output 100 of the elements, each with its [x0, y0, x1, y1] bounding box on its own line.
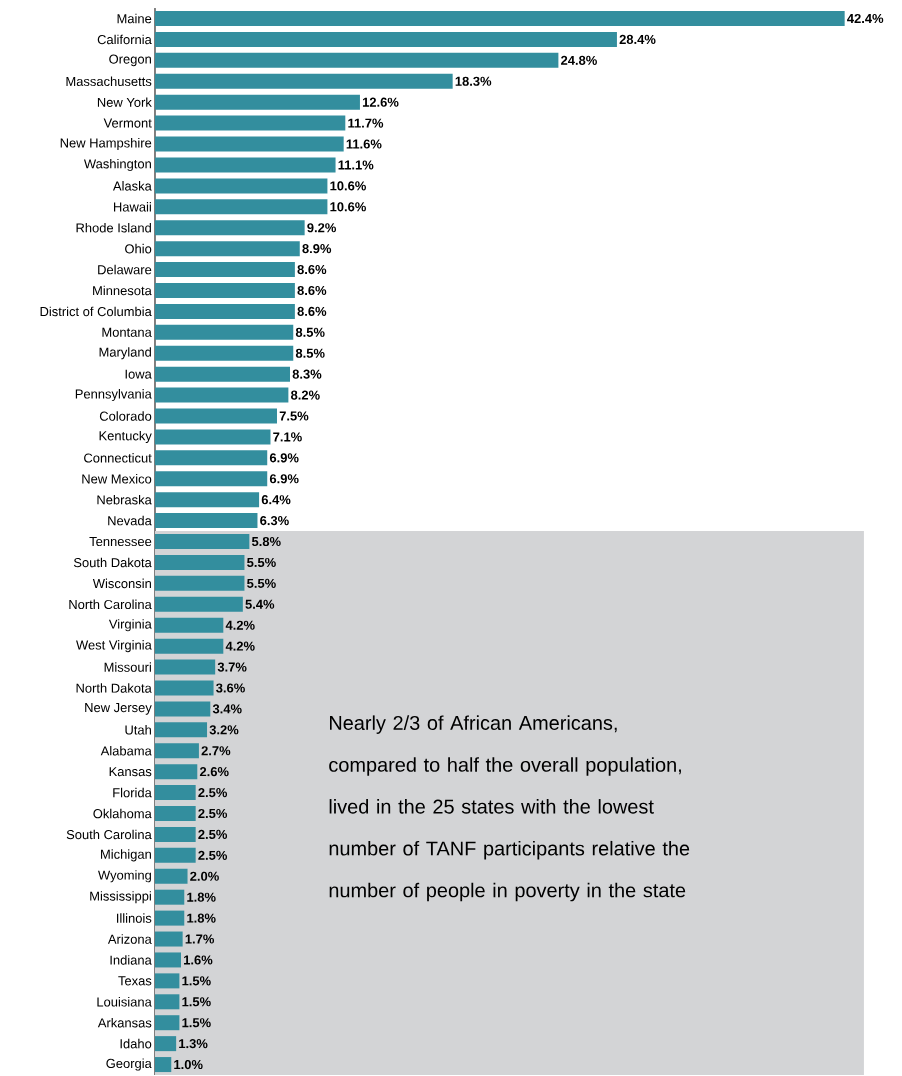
bar — [155, 471, 268, 487]
data-label: 2.5% — [198, 808, 228, 819]
bar — [155, 617, 224, 633]
bar — [155, 826, 196, 842]
data-label: 11.7% — [348, 118, 384, 128]
data-label: 24.8% — [561, 55, 597, 65]
y-tick-label: Nevada — [108, 515, 152, 526]
y-tick-label: Alabama — [100, 745, 152, 756]
bar — [155, 722, 208, 738]
bar — [155, 910, 185, 926]
bar — [155, 492, 260, 508]
data-label: 7.5% — [279, 411, 309, 421]
bar — [155, 994, 180, 1010]
data-label: 6.4% — [261, 495, 291, 505]
bar — [155, 889, 185, 905]
y-tick-label: Delaware — [98, 264, 152, 275]
y-tick-label: Wisconsin — [92, 578, 151, 589]
bar — [155, 303, 295, 319]
y-tick-label: South Carolina — [66, 829, 152, 840]
bar — [155, 408, 277, 424]
y-tick-label: District of Columbia — [40, 306, 152, 317]
data-label: 2.5% — [198, 829, 228, 840]
bar — [155, 534, 250, 550]
y-tick-label: Maine — [117, 13, 152, 24]
data-label: 5.4% — [245, 599, 275, 609]
y-tick-label: New York — [97, 97, 152, 107]
bar — [155, 115, 346, 131]
y-tick-label: Ohio — [125, 243, 152, 254]
y-tick-label: Alaska — [112, 181, 152, 191]
data-label: 2.5% — [198, 787, 228, 798]
data-label: 28.4% — [619, 34, 656, 45]
data-label: 1.3% — [179, 1039, 208, 1049]
y-tick-label: California — [97, 34, 152, 45]
y-tick-label: Georgia — [106, 1058, 152, 1071]
data-label: 8.5% — [295, 327, 325, 337]
data-label: 8.3% — [292, 369, 322, 379]
data-label: 5.8% — [251, 536, 281, 547]
y-tick-label: Indiana — [110, 955, 152, 965]
bar — [155, 868, 188, 884]
bar — [155, 575, 245, 591]
y-tick-label: Rhode Island — [76, 222, 151, 233]
data-label: 5.5% — [247, 578, 276, 588]
data-label: 8.5% — [295, 348, 325, 358]
y-tick-label: Texas — [118, 976, 152, 986]
y-tick-label: Colorado — [99, 411, 152, 421]
y-tick-label: Oregon — [109, 54, 151, 67]
y-tick-label: Massachusetts — [66, 76, 152, 87]
y-tick-label: Maryland — [99, 347, 151, 360]
data-label: 2.7% — [201, 746, 231, 756]
bar — [155, 282, 295, 298]
data-label: 4.2% — [225, 620, 255, 630]
bar — [155, 659, 216, 675]
data-label: 8.2% — [290, 390, 320, 400]
bar — [155, 429, 271, 445]
bar — [155, 785, 196, 801]
y-tick-label: Pennsylvania — [75, 389, 152, 402]
y-tick-label: Michigan — [101, 849, 151, 862]
y-tick-label: Kentucky — [99, 430, 152, 443]
data-label: 3.6% — [216, 683, 245, 693]
data-label: 11.1% — [338, 160, 374, 170]
y-tick-label: West Virginia — [76, 640, 152, 653]
bar — [155, 157, 336, 173]
y-tick-label: Wyoming — [98, 870, 151, 883]
data-label: 42.4% — [847, 13, 884, 24]
data-label: 1.5% — [182, 1018, 211, 1028]
data-label: 3.2% — [209, 725, 239, 735]
data-label: 1.8% — [187, 892, 216, 902]
bar — [155, 1036, 177, 1052]
bar — [155, 1015, 180, 1031]
y-tick-label: Connecticut — [84, 453, 152, 463]
data-label: 4.2% — [225, 641, 255, 651]
y-tick-label: New Mexico — [82, 474, 152, 484]
y-tick-label: Louisiana — [97, 997, 152, 1007]
y-tick-label: Tennessee — [89, 537, 152, 547]
bar — [155, 345, 294, 361]
bar — [155, 952, 182, 968]
bar — [155, 94, 360, 110]
bar — [155, 764, 198, 780]
data-label: 8.9% — [302, 244, 332, 254]
y-tick-label: Florida — [113, 787, 152, 798]
bar — [155, 806, 196, 821]
y-tick-label: North Dakota — [76, 683, 152, 693]
y-tick-label: Vermont — [103, 118, 152, 128]
y-tick-label: New Hampshire — [60, 137, 152, 151]
bar — [155, 931, 183, 947]
y-tick-label: South Dakota — [73, 557, 152, 568]
y-tick-label: Nebraska — [97, 494, 152, 505]
bar — [155, 847, 196, 863]
bar — [155, 366, 290, 382]
bar — [155, 680, 214, 696]
data-label: 3.7% — [217, 662, 247, 672]
data-label: 6.3% — [260, 516, 289, 526]
bar — [155, 31, 617, 47]
data-label: 6.9% — [269, 453, 299, 463]
bar — [155, 513, 258, 529]
bar — [155, 324, 294, 340]
bar — [155, 178, 328, 194]
data-label: 1.8% — [187, 913, 216, 923]
data-label: 8.6% — [297, 285, 327, 296]
y-tick-label: Kansas — [109, 767, 152, 777]
